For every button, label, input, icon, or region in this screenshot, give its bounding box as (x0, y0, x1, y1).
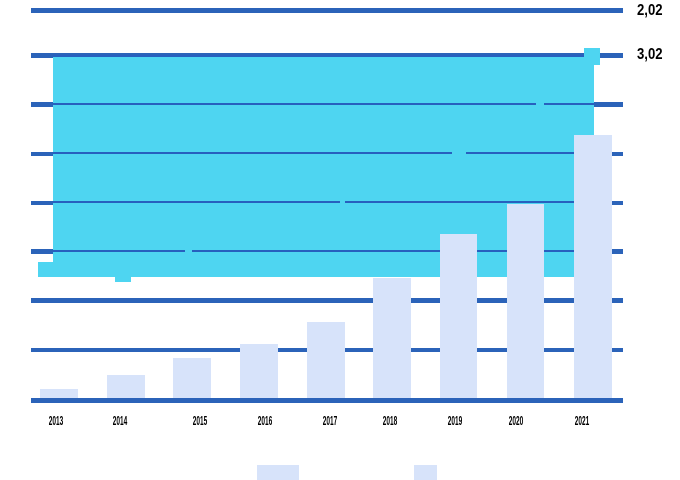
bar (173, 358, 212, 399)
right-value-label: 3,02 (637, 46, 663, 63)
area-point-marker (114, 266, 131, 282)
area-series-cyan (52, 55, 594, 277)
bar (573, 135, 612, 399)
x-axis-label: 2013 (48, 413, 63, 428)
gridline-thin-segment (544, 103, 594, 106)
area-point-marker (38, 261, 54, 278)
gridline-thin-segment (52, 55, 594, 58)
bar (373, 278, 411, 399)
bar (440, 234, 477, 399)
gridline-thin-segment (345, 201, 594, 204)
right-value-label: 2,02 (637, 2, 663, 19)
x-axis-label: 2016 (257, 413, 273, 428)
x-axis-label: 2019 (447, 413, 463, 428)
gridline (31, 398, 623, 403)
gridline-thin-segment (52, 103, 536, 106)
x-axis-label: 2018 (382, 413, 398, 428)
x-axis-label: 2014 (112, 413, 128, 428)
bar (107, 374, 145, 399)
bar (40, 389, 78, 399)
bar (306, 321, 345, 399)
x-axis-label: 2020 (508, 413, 524, 428)
bar (240, 343, 278, 399)
x-axis-label: 2015 (192, 413, 207, 428)
gridline-thin-segment (52, 201, 340, 204)
gridline-thin-segment (192, 250, 594, 253)
x-axis-label: 2021 (574, 413, 589, 428)
legend-swatch[interactable] (414, 465, 437, 480)
gridline (31, 298, 623, 303)
legend-swatch[interactable] (257, 465, 300, 480)
area-point-marker (584, 47, 601, 66)
x-axis-label: 2017 (322, 413, 337, 428)
gridline (31, 8, 623, 13)
bar (506, 204, 544, 399)
gridline-thin-segment (52, 152, 452, 155)
gridline-thin-segment (52, 250, 185, 253)
gridline-thin-segment (466, 152, 594, 155)
